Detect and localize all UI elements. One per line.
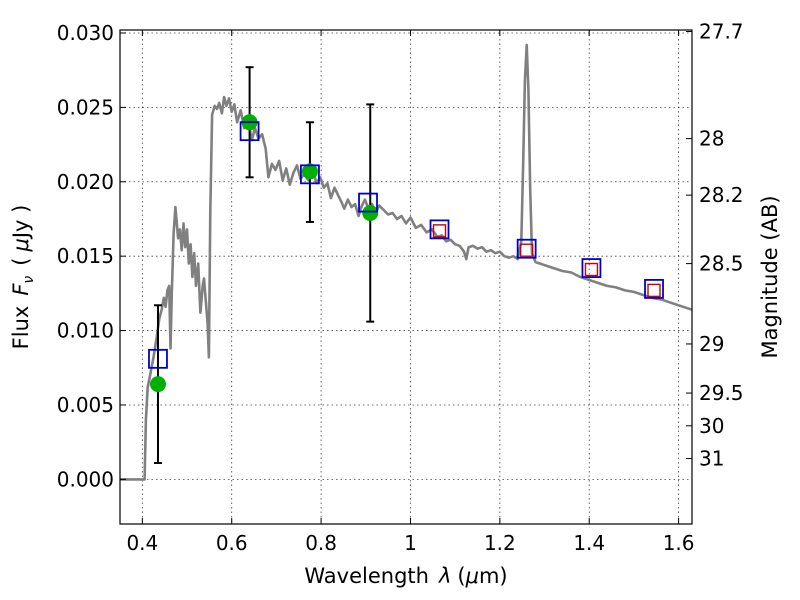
- grid: [120, 30, 692, 524]
- y-tick-label: 0.005: [57, 393, 114, 417]
- y2-tick-label: 29.5: [699, 381, 744, 405]
- axis-ticks: 0.4 0.6 0.8 1 1.2 1.4 1.6 0.000 0.005 0.010 0.015 0…: [57, 19, 744, 555]
- y-tick-label: 0.020: [57, 170, 114, 194]
- model-square-blue: [581, 258, 602, 278]
- y-axis-label-unit-mu: μ: [9, 238, 33, 252]
- y-axis-label: Flux Fν ( μJy ): [9, 205, 37, 350]
- y2-tick-label: 30: [699, 414, 724, 438]
- model-square-blue: [516, 238, 537, 259]
- model-square-red: [647, 283, 661, 298]
- photometry-point: [149, 376, 166, 393]
- y-tick-label: 0.025: [57, 95, 114, 119]
- x-tick-label: 0.8: [305, 531, 337, 555]
- y-axis-label-text: Flux: [9, 306, 33, 350]
- model-square-red: [584, 262, 599, 277]
- y-axis-label-unit-open: (: [9, 258, 33, 266]
- y-tick-label: 0.030: [57, 21, 114, 45]
- y-tick-label: 0.015: [57, 244, 114, 268]
- model-square-blue: [300, 164, 320, 185]
- photometry-point: [362, 205, 379, 222]
- y-axis-label-subscript: ν: [21, 276, 37, 284]
- x-axis-label-unit-rest: m): [479, 564, 508, 588]
- y2-tick-label: 31: [699, 447, 724, 471]
- x-axis-label-symbol: λ: [438, 564, 451, 588]
- x-tick-label: 1.4: [573, 531, 605, 555]
- x-axis-label-unit-mu: μ: [465, 564, 479, 588]
- model-square-blue: [239, 121, 260, 142]
- x-tick-label: 1: [404, 531, 417, 555]
- x-tick-label: 0.6: [216, 531, 248, 555]
- model-square-blue: [358, 192, 378, 213]
- y2-tick-label: 28.2: [699, 183, 744, 207]
- model-square-blue: [644, 279, 664, 299]
- spectrum-line: [120, 43, 693, 481]
- model-square-red: [519, 243, 534, 257]
- x-tick-label: 1.6: [663, 531, 695, 555]
- plot-area: [120, 43, 693, 481]
- y2-tick-label: 27.7: [699, 19, 744, 43]
- y2-tick-label: 28: [699, 127, 724, 151]
- x-axis-label-unit-open: (: [457, 564, 465, 588]
- x-axis-label: Wavelength λ (μm): [304, 564, 507, 588]
- y2-tick-label: 28.5: [699, 252, 744, 276]
- model-square-red: [432, 224, 447, 238]
- plot-frame: [119, 29, 693, 525]
- y-axis-label-symbol: F: [9, 283, 33, 296]
- y2-tick-label: 29: [699, 332, 724, 356]
- model-square-blue: [148, 348, 168, 369]
- y-tick-label: 0.010: [57, 319, 114, 343]
- y-axis-label-unit-rest: Jy ): [9, 205, 33, 241]
- y2-axis-label: Magnitude (AB): [758, 195, 782, 358]
- photometry-point: [301, 163, 318, 180]
- x-tick-label: 1.2: [484, 531, 516, 555]
- model-square-blue: [429, 219, 450, 240]
- x-axis-label-text: Wavelength: [304, 564, 429, 588]
- y-tick-label: 0.000: [57, 467, 114, 491]
- x-tick-label: 0.4: [126, 531, 158, 555]
